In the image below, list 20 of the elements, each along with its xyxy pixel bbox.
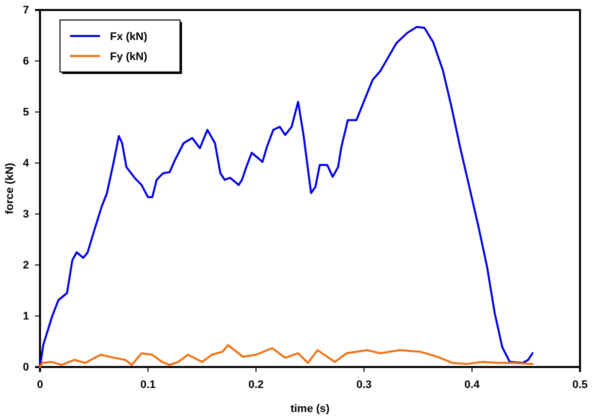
x-tick-label: 0.1: [140, 378, 156, 391]
x-tick-label: 0.4: [464, 378, 481, 391]
legend-label: Fx (kN): [110, 31, 148, 43]
legend-label: Fy (kN): [110, 51, 148, 63]
y-tick-label: 2: [22, 260, 29, 272]
y-tick-label: 4: [22, 158, 30, 170]
y-axis-title: force (kN): [4, 162, 16, 214]
y-tick-label: 1: [22, 310, 29, 323]
line-series: [39, 26, 534, 368]
x-tick-label: 0: [36, 378, 44, 391]
x-axis-title: time (s): [290, 403, 330, 415]
y-tick-label: 6: [22, 56, 29, 68]
y-tick-label: 0: [22, 362, 29, 374]
y-tick-label: 5: [22, 106, 29, 119]
x-tick-label: 0.2: [248, 378, 264, 391]
x-tick-label: 0.5: [572, 378, 588, 391]
x-tick-label: 0.3: [356, 378, 372, 391]
y-tick-label: 3: [22, 208, 29, 221]
y-tick-label: 7: [22, 4, 29, 17]
line-series: [39, 344, 534, 368]
